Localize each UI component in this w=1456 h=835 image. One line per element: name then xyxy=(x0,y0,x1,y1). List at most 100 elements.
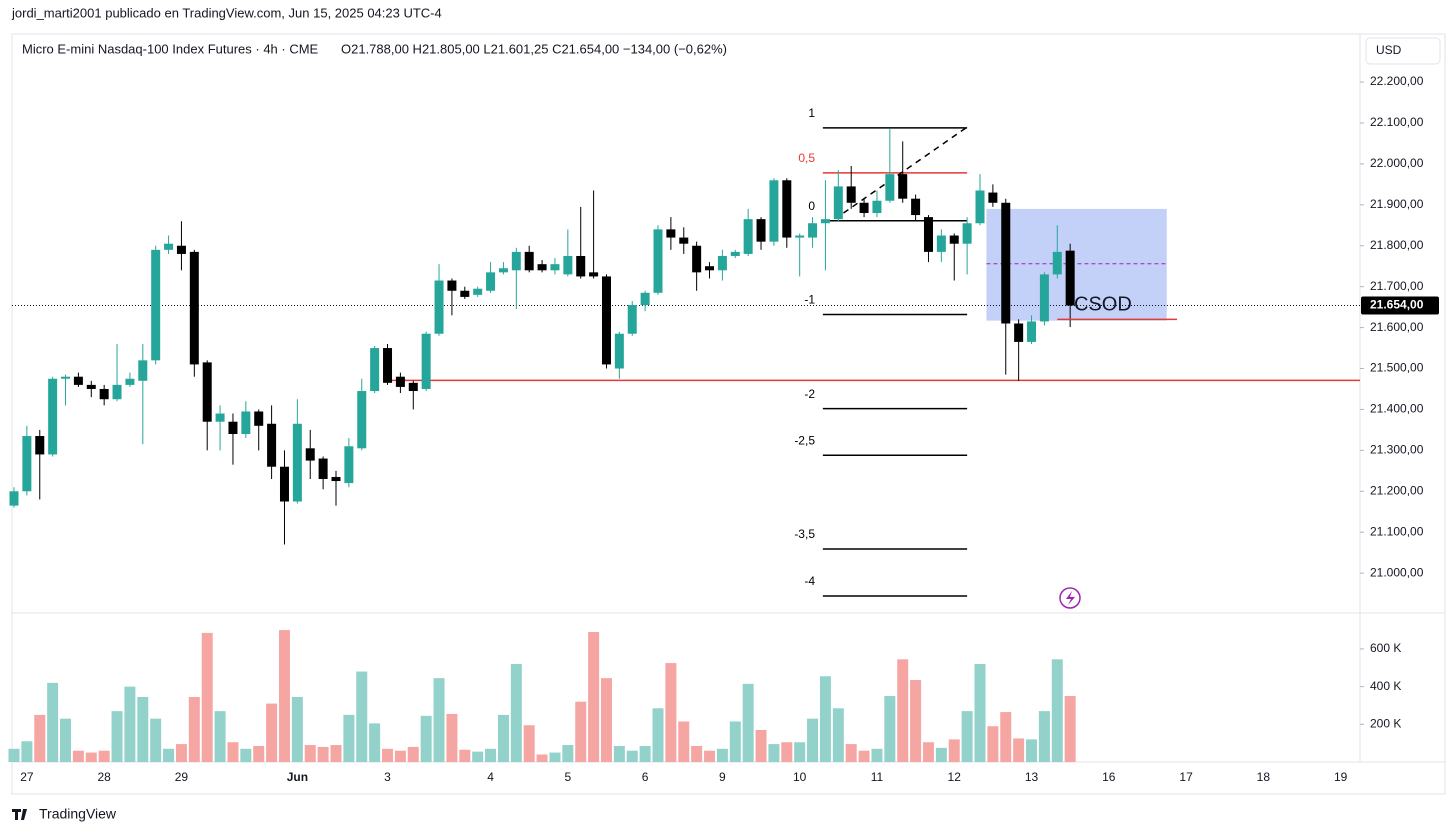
y-tick-label: 22.000,00 xyxy=(1370,156,1424,170)
volume-bar xyxy=(742,683,754,762)
candle-body xyxy=(408,382,418,392)
fib-label: 0 xyxy=(808,199,815,213)
x-tick-label: 18 xyxy=(1257,770,1271,784)
volume-bar xyxy=(678,721,690,762)
candle-body xyxy=(292,423,302,502)
volume-bar xyxy=(21,741,33,762)
symbol-title: Micro E-mini Nasdaq-100 Index Futures · … xyxy=(22,41,319,56)
chart-frame xyxy=(11,33,1446,795)
volume-bar xyxy=(291,696,303,762)
volume-bar xyxy=(72,750,84,762)
volume-bar xyxy=(858,750,870,762)
y-tick-label: 21.300,00 xyxy=(1370,443,1424,457)
candle-body xyxy=(228,421,238,434)
volume-bar xyxy=(433,678,445,762)
volume-tick-label: 200 K xyxy=(1370,716,1401,730)
x-tick-label: 11 xyxy=(871,770,884,784)
candle-body xyxy=(86,384,96,389)
candle-body xyxy=(1039,274,1049,322)
x-tick-label: 27 xyxy=(20,770,34,784)
y-tick-label: 22.200,00 xyxy=(1370,74,1424,88)
y-tick-label: 21.800,00 xyxy=(1370,238,1424,252)
x-tick-label: 9 xyxy=(719,770,726,784)
fib-label: 1 xyxy=(808,106,815,120)
volume-bar xyxy=(163,748,175,762)
volume-tick-label: 600 K xyxy=(1370,641,1401,655)
volume-bar xyxy=(871,748,883,762)
candle-body xyxy=(498,268,508,273)
volume-bar xyxy=(691,745,703,762)
y-tick-label: 21.000,00 xyxy=(1370,565,1424,579)
candle-body xyxy=(563,255,573,275)
x-tick-label: 4 xyxy=(487,770,494,784)
volume-bar xyxy=(935,747,947,762)
volume-bar xyxy=(240,748,252,762)
volume-bar xyxy=(1013,738,1025,762)
y-tick-label: 21.400,00 xyxy=(1370,402,1424,416)
ohlc-text: O21.788,00 H21.805,00 L21.601,25 C21.654… xyxy=(341,41,727,56)
volume-bar xyxy=(407,746,419,762)
volume-bar xyxy=(523,725,535,762)
x-tick-label: 5 xyxy=(564,770,571,784)
candle-body xyxy=(846,186,856,203)
fib-label: -3,5 xyxy=(794,527,815,541)
currency: USD xyxy=(1376,43,1402,57)
candle-body xyxy=(962,223,972,244)
volume-bar xyxy=(382,748,394,762)
volume-bar xyxy=(266,703,278,762)
candle-body xyxy=(241,411,251,434)
volume-bar xyxy=(497,714,509,762)
candle-body xyxy=(370,348,380,392)
volume-bar xyxy=(807,718,819,762)
candle-body xyxy=(1052,251,1062,275)
candle-body xyxy=(202,362,212,422)
candle-body xyxy=(331,476,341,482)
candle-body xyxy=(782,180,792,238)
candle-body xyxy=(640,292,650,306)
volume-bar xyxy=(150,718,162,762)
volume-bar xyxy=(317,746,329,762)
volume-bar xyxy=(85,752,97,762)
event-icon[interactable] xyxy=(1059,587,1081,609)
candle-body xyxy=(614,333,624,369)
candle-body xyxy=(975,190,985,224)
candle-body xyxy=(756,219,766,242)
volume-bar xyxy=(794,742,806,762)
volume-bar xyxy=(356,671,368,762)
candle-body xyxy=(833,186,843,220)
candle-body xyxy=(357,391,367,449)
candle-body xyxy=(344,446,354,484)
candle-body xyxy=(1014,323,1024,342)
last-price-label: 21.654,00 xyxy=(1370,298,1424,312)
volume-bar xyxy=(124,686,136,762)
currency-button[interactable] xyxy=(1365,37,1441,65)
candle-body xyxy=(730,251,740,256)
volume-bar xyxy=(369,723,381,762)
candle-body xyxy=(189,251,199,365)
candle-body xyxy=(511,251,521,271)
candle-body xyxy=(434,280,444,334)
volume-bar xyxy=(253,745,265,762)
candle-body xyxy=(859,202,869,214)
candle-body xyxy=(48,378,58,455)
volume-bar xyxy=(175,744,187,762)
volume-bar xyxy=(394,750,406,762)
candle-body xyxy=(125,378,135,385)
candle-body xyxy=(769,180,779,242)
volume-bar xyxy=(343,714,355,762)
x-tick-label: 28 xyxy=(97,770,111,784)
candle-body xyxy=(151,249,161,361)
x-tick-label: 16 xyxy=(1102,770,1116,784)
volume-bar xyxy=(1064,696,1076,762)
candle-body xyxy=(61,376,71,379)
volume-bar xyxy=(729,721,741,762)
volume-bar xyxy=(626,750,638,762)
y-tick-label: 21.700,00 xyxy=(1370,279,1424,293)
volume-bar xyxy=(575,701,587,762)
candle-body xyxy=(795,235,805,238)
volume-bar xyxy=(60,718,72,762)
candle-body xyxy=(653,229,663,293)
volume-bar xyxy=(781,742,793,762)
x-tick-label: 10 xyxy=(793,770,807,784)
volume-bar xyxy=(47,682,59,762)
